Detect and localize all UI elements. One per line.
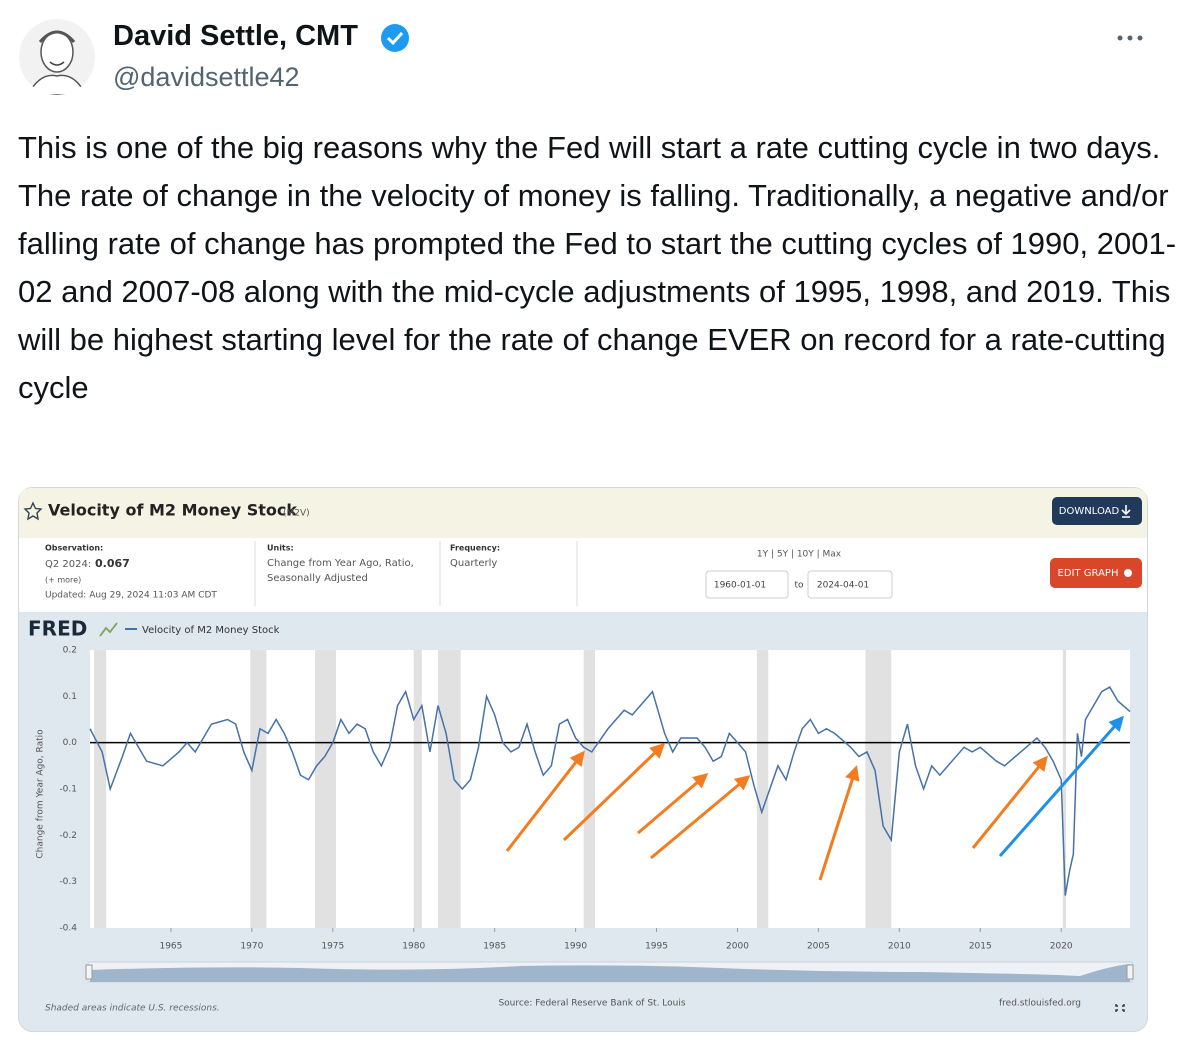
navigator-handle[interactable] [1126,964,1134,980]
logo-icon [99,622,118,637]
date-from: 1960-01-01 [714,581,766,591]
download-label: DOWNLOAD [1059,506,1120,517]
fred-logo: FRED [28,617,87,641]
x-tick-label: 2005 [807,942,830,952]
observation-period: Q2 2024: [45,559,91,570]
y-axis-label: Change from Year Ago, Ratio [36,729,46,859]
arrow [971,755,1048,849]
recession-band [94,650,107,928]
annotations [505,715,1124,881]
x-tick-label: 1995 [645,942,668,952]
date-input[interactable] [705,570,789,599]
recession-band [250,650,267,928]
frequency: Quarterly [450,558,497,569]
recession-band [314,650,337,928]
download-icon [1121,505,1131,518]
recession-band [413,650,422,928]
edit-graph-label: EDIT GRAPH [1058,568,1119,579]
observation-value: 0.067 [95,557,130,570]
series-line [89,686,1131,896]
y-tick-label: -0.1 [59,785,77,795]
arrow [818,765,860,881]
y-tick-label: -0.2 [59,831,77,841]
units-label: Units: [267,544,294,553]
units: Seasonally Adjusted [267,573,368,584]
fred-title: Velocity of M2 Money Stock [48,501,297,520]
gear-icon [1124,569,1132,577]
x-tick-label: 1970 [240,942,263,952]
recession-band [583,650,596,928]
author-name[interactable]: David Settle, CMT [113,20,358,52]
y-tick-label: -0.3 [59,877,77,887]
x-tick-label: 1965 [159,942,182,952]
fullscreen-icon[interactable] [1115,1004,1125,1012]
x-tick-label: 1980 [402,942,425,952]
x-tick-label: 2010 [888,942,911,952]
observation-label: Observation: [45,544,103,553]
edit-graph-button[interactable] [1050,558,1142,588]
y-tick-label: 0.0 [63,738,78,748]
more-menu[interactable] [1117,35,1143,41]
x-tick-label: 1975 [321,942,344,952]
recession-band [756,650,769,928]
download-button[interactable] [1052,497,1142,525]
series-code: (M2V) [283,509,310,519]
author-handle[interactable]: @davidsettle42 [113,62,300,92]
recession-note: Shaded areas indicate U.S. recessions. [45,1004,220,1014]
arrow [505,750,585,852]
avatar[interactable] [19,19,95,95]
date-to: 2024-04-01 [817,581,869,591]
x-tick-label: 2000 [726,942,749,952]
y-tick-label: -0.4 [59,924,77,934]
x-tick-label: 2020 [1050,942,1073,952]
y-tick-label: 0.1 [63,692,77,702]
verified-badge [381,24,409,52]
tweet-text: This is one of the big reasons why the F… [18,130,1177,405]
fred-info [19,538,1147,612]
arrow [998,715,1124,857]
plot: 0.2 0.1 0.0 -0.1 -0.2 -0.3 -0.4 1965 1970 1975 198… [36,646,1131,952]
y-tick-label: 0.2 [63,646,77,656]
recession-band [1062,650,1067,928]
date-to-word: to [794,581,804,591]
frequency-label: Frequency: [450,544,500,553]
source: Source: Federal Reserve Bank of St. Loui… [498,999,685,1009]
navigator-handle[interactable] [85,964,93,980]
date-input[interactable] [807,570,893,599]
site: fred.stlouisfed.org [999,999,1081,1009]
recession-band [438,650,461,928]
x-tick-label: 1985 [483,942,506,952]
units: Change from Year Ago, Ratio, [267,558,414,569]
fred-header [19,488,1147,538]
x-tick-label: 2015 [969,942,992,952]
arrow [650,775,751,860]
updated: Updated: Aug 29, 2024 11:03 AM CDT [45,591,217,601]
x-tick-label: 1990 [564,942,587,952]
arrow [637,773,709,835]
legend-label: Velocity of M2 Money Stock [142,625,280,636]
navigator-area [90,964,1130,982]
range-buttons[interactable]: 1Y | 5Y | 10Y | Max [757,550,842,560]
plot-area [90,650,1130,928]
more-link[interactable]: (+ more) [45,576,81,585]
star-icon[interactable] [23,501,43,521]
arrow [562,742,666,842]
